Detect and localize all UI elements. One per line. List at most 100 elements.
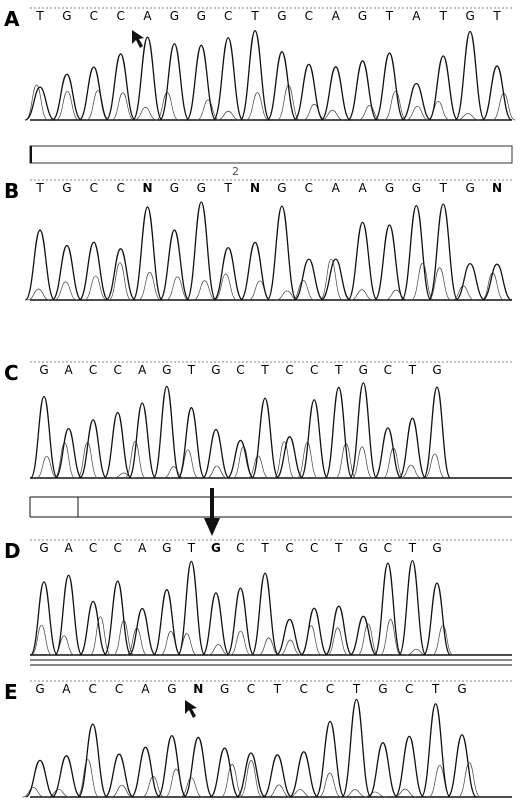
base-call: T — [385, 9, 394, 23]
trace-secondary — [22, 759, 481, 798]
base-call: T — [334, 363, 343, 377]
base-call: G — [359, 363, 368, 377]
base-call: C — [285, 363, 293, 377]
base-call: G — [62, 181, 71, 195]
pointer-arrow — [132, 30, 144, 48]
base-call: C — [224, 9, 232, 23]
base-call: T — [352, 682, 361, 696]
trace-secondary — [36, 441, 446, 479]
base-call: C — [300, 682, 308, 696]
base-call: C — [90, 181, 98, 195]
base-call: C — [236, 541, 244, 555]
base-call: T — [260, 541, 269, 555]
base-call: G — [277, 181, 286, 195]
base-call: T — [439, 9, 448, 23]
base-call: G — [62, 9, 71, 23]
base-call: T — [273, 682, 282, 696]
base-call: N — [143, 181, 153, 195]
base-call: G — [432, 363, 441, 377]
base-call: G — [412, 181, 421, 195]
base-call: G — [39, 541, 48, 555]
panel-label: B — [4, 179, 19, 203]
trace-secondary — [31, 616, 454, 656]
base-call: C — [310, 541, 318, 555]
base-call: T — [35, 181, 44, 195]
base-call: G — [359, 541, 368, 555]
base-call: T — [408, 363, 417, 377]
base-call: A — [332, 181, 341, 195]
base-call: G — [457, 682, 466, 696]
base-call: G — [39, 363, 48, 377]
base-call: G — [211, 541, 221, 555]
base-call: G — [35, 682, 44, 696]
base-call: G — [465, 181, 474, 195]
base-call: A — [143, 9, 152, 23]
base-call: C — [116, 181, 124, 195]
base-call: C — [384, 363, 392, 377]
panel-label: E — [4, 680, 18, 704]
base-call: G — [385, 181, 394, 195]
base-call: T — [187, 541, 196, 555]
base-call: G — [211, 363, 220, 377]
base-call: T — [431, 682, 440, 696]
base-call: C — [90, 9, 98, 23]
base-call: G — [170, 181, 179, 195]
base-call: C — [305, 9, 313, 23]
base-call: T — [250, 9, 259, 23]
panel-label: D — [4, 539, 21, 563]
base-call: G — [432, 541, 441, 555]
base-call: A — [141, 682, 150, 696]
base-call: T — [492, 9, 501, 23]
base-call: C — [89, 363, 97, 377]
base-call: C — [384, 541, 392, 555]
base-call: C — [113, 541, 121, 555]
base-call: G — [167, 682, 176, 696]
base-call: G — [220, 682, 229, 696]
mutation-arrow-head — [204, 518, 220, 536]
base-call: C — [305, 181, 313, 195]
trace-primary — [25, 30, 513, 121]
base-call: C — [89, 541, 97, 555]
base-call: T — [334, 541, 343, 555]
base-call: G — [465, 9, 474, 23]
base-call: N — [193, 682, 203, 696]
base-call: C — [326, 682, 334, 696]
base-call: G — [162, 363, 171, 377]
base-call: C — [310, 363, 318, 377]
base-call: C — [247, 682, 255, 696]
base-call: T — [260, 363, 269, 377]
base-call: G — [197, 9, 206, 23]
base-call: C — [285, 541, 293, 555]
base-call: G — [162, 541, 171, 555]
base-call: A — [412, 9, 421, 23]
base-call: A — [138, 541, 147, 555]
panel-label: A — [4, 7, 20, 31]
base-call: C — [89, 682, 97, 696]
panel-label: C — [4, 361, 19, 385]
base-call: C — [113, 363, 121, 377]
base-call: C — [405, 682, 413, 696]
base-call: A — [358, 181, 367, 195]
base-call: G — [378, 682, 387, 696]
base-call: N — [250, 181, 260, 195]
base-call: A — [64, 363, 73, 377]
base-call: T — [439, 181, 448, 195]
trace-primary — [24, 201, 512, 301]
pointer-arrow — [185, 700, 197, 718]
base-call: A — [62, 682, 71, 696]
base-call: C — [115, 682, 123, 696]
base-call: G — [358, 9, 367, 23]
base-call: T — [224, 181, 233, 195]
base-call: T — [187, 363, 196, 377]
trace-primary — [25, 698, 478, 798]
base-call: A — [64, 541, 73, 555]
trace-primary — [29, 559, 452, 656]
base-call: A — [332, 9, 341, 23]
trace-primary — [29, 382, 452, 479]
track-bar — [29, 145, 513, 164]
trace-secondary — [25, 84, 516, 121]
base-call: A — [138, 363, 147, 377]
base-call: C — [236, 363, 244, 377]
base-call: T — [408, 541, 417, 555]
